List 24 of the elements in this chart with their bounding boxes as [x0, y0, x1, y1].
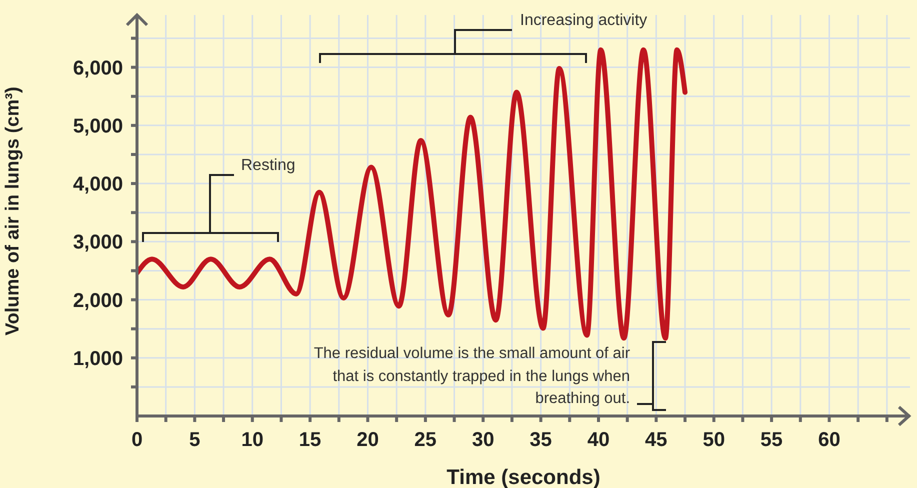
- annotation: The residual volume is the small amount of air that is constantly trapped in the lungs when breathing out.: [312, 344, 630, 409]
- x-tick-label: 55: [760, 429, 783, 451]
- x-tick-label: 30: [472, 429, 494, 451]
- y-tick-label: 6,000: [72, 57, 123, 80]
- x-tick-label: 10: [241, 429, 264, 451]
- y-axis-title: Volume of air in lungs (cm³): [2, 86, 24, 336]
- x-tick-label: 60: [818, 429, 840, 451]
- x-tick-label: 20: [356, 429, 379, 451]
- x-tick-label: 35: [530, 429, 552, 451]
- x-tick-label: 0: [131, 429, 143, 451]
- y-tick-label: 5,000: [72, 115, 123, 138]
- y-tick-label: 1,000: [72, 348, 123, 370]
- y-tick-label: 4,000: [72, 174, 123, 196]
- x-tick-label: 15: [298, 429, 322, 451]
- x-tick-label: 25: [414, 429, 437, 451]
- x-tick-label: 5: [189, 429, 200, 451]
- y-tick-label: 2,000: [72, 290, 123, 312]
- x-axis-title: Time (seconds): [446, 466, 600, 488]
- x-tick-label: 50: [702, 429, 725, 451]
- x-tick-label: 40: [587, 429, 610, 451]
- annotation: Increasing activity: [520, 12, 648, 30]
- annotation: Resting: [241, 157, 296, 175]
- y-tick-label: 3,000: [72, 232, 123, 254]
- x-tick-label: 45: [645, 429, 668, 451]
